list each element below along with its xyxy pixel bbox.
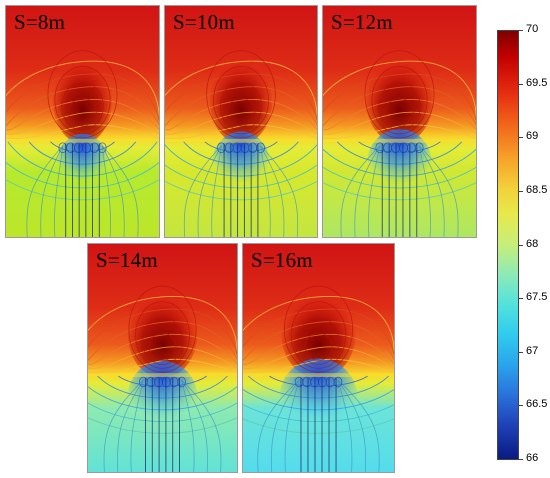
colorbar-tick-mark bbox=[519, 137, 523, 139]
colorbar-tick-mark bbox=[519, 83, 523, 85]
panel-label: S=16m bbox=[251, 248, 313, 272]
colorbar-tick-mark bbox=[519, 244, 523, 246]
colorbar-tick-label: 69 bbox=[526, 130, 539, 143]
contour-plot bbox=[165, 6, 317, 237]
contour-panel-s8: S=8m bbox=[5, 5, 160, 238]
contour-plot bbox=[6, 6, 159, 237]
colorbar-tick-mark bbox=[519, 298, 523, 300]
colorbar-tick-label: 70 bbox=[526, 23, 539, 35]
colorbar-tick-mark bbox=[519, 190, 523, 192]
contour-panel-s14: S=14m bbox=[87, 243, 238, 473]
contour-panel-s12: S=12m bbox=[322, 5, 477, 238]
colorbar-tick-label: 68 bbox=[526, 237, 539, 250]
colorbar-tick-label: 66 bbox=[526, 452, 539, 464]
panel-label: S=12m bbox=[331, 10, 393, 34]
colorbar-tick-label: 69.5 bbox=[526, 76, 548, 89]
colorbar-tick-label: 68.5 bbox=[526, 183, 548, 196]
colorbar-tick-label: 67 bbox=[526, 344, 539, 357]
colorbar bbox=[497, 30, 519, 460]
colorbar-tick-mark bbox=[519, 459, 523, 460]
contour-panel-s16: S=16m bbox=[242, 243, 395, 473]
colorbar-tick-label: 66.5 bbox=[526, 398, 548, 411]
colorbar-tick-mark bbox=[519, 405, 523, 407]
panel-label: S=14m bbox=[96, 248, 158, 272]
contour-plot bbox=[323, 6, 476, 237]
contour-panel-s10: S=10m bbox=[164, 5, 318, 238]
contour-plot bbox=[243, 244, 394, 472]
panel-label: S=10m bbox=[173, 10, 235, 34]
panel-label: S=8m bbox=[14, 10, 66, 34]
colorbar-tick-mark bbox=[519, 351, 523, 353]
colorbar-tick-label: 67.5 bbox=[526, 291, 548, 304]
colorbar-tick-mark bbox=[519, 30, 523, 31]
contour-plot bbox=[88, 244, 237, 472]
